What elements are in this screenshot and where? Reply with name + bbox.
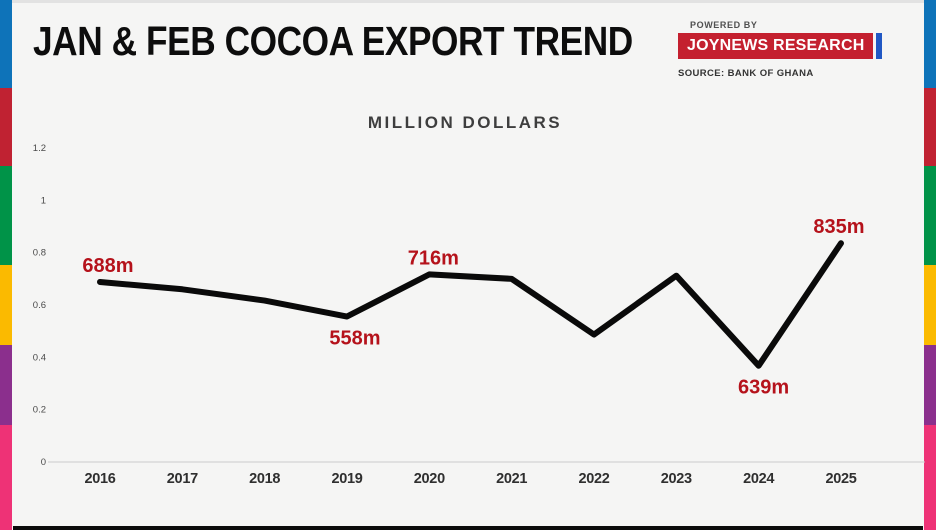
y-tick-label: 1	[41, 195, 46, 206]
stripe-segment	[0, 345, 12, 425]
y-tick-label: 0.6	[33, 300, 46, 311]
stripe-segment	[924, 425, 936, 530]
stripe-segment	[924, 345, 936, 425]
stripe-segment	[0, 265, 12, 345]
stripe-segment	[0, 166, 12, 265]
x-axis-label: 2016	[84, 471, 115, 487]
x-axis-label: 2021	[496, 471, 527, 487]
stripe-segment	[0, 0, 12, 88]
y-tick-label: 1.2	[33, 143, 46, 154]
data-point-label: 716m	[408, 247, 459, 269]
stripe-segment	[924, 166, 936, 265]
x-axis-label: 2019	[331, 471, 362, 487]
x-axis-label: 2023	[661, 471, 692, 487]
x-axis-label: 2025	[825, 471, 856, 487]
data-point-label: 639m	[738, 377, 789, 399]
brand-badge-row: JOYNEWS RESEARCH	[678, 33, 898, 59]
x-axis-label: 2017	[167, 471, 198, 487]
top-divider	[12, 0, 924, 3]
y-tick-label: 0.2	[33, 405, 46, 416]
x-axis-label: 2018	[249, 471, 280, 487]
stripe-segment	[0, 88, 12, 166]
source-label: SOURCE: BANK OF GHANA	[678, 68, 814, 79]
x-axis-label: 2020	[414, 471, 445, 487]
chart-title: MILLION DOLLARS	[367, 113, 563, 132]
badge-accent-bar	[876, 33, 883, 59]
joynews-research-badge: JOYNEWS RESEARCH	[678, 33, 874, 59]
y-tick-label: 0.4	[33, 352, 46, 363]
data-point-label: 688m	[82, 255, 133, 277]
stripe-segment	[0, 425, 12, 530]
data-point-label: 835m	[813, 216, 864, 238]
stripe-segment	[924, 88, 936, 166]
x-axis-label: 2022	[578, 471, 609, 487]
y-tick-label: 0	[41, 457, 46, 468]
stripe-segment	[924, 0, 936, 88]
trend-line	[97, 240, 844, 369]
x-axis-label: 2024	[743, 471, 774, 487]
page-title: JAN & FEB COCOA EXPORT TREND	[33, 18, 633, 64]
powered-by-label: POWERED BY	[690, 20, 758, 30]
brand-block: POWERED BY JOYNEWS RESEARCH SOURCE: BANK…	[678, 20, 898, 79]
data-point-label: 558m	[329, 328, 380, 350]
left-color-stripe	[0, 0, 12, 530]
right-color-stripe	[924, 0, 936, 530]
y-tick-label: 0.8	[33, 248, 46, 259]
stripe-segment	[924, 265, 936, 345]
bottom-divider	[13, 526, 923, 530]
